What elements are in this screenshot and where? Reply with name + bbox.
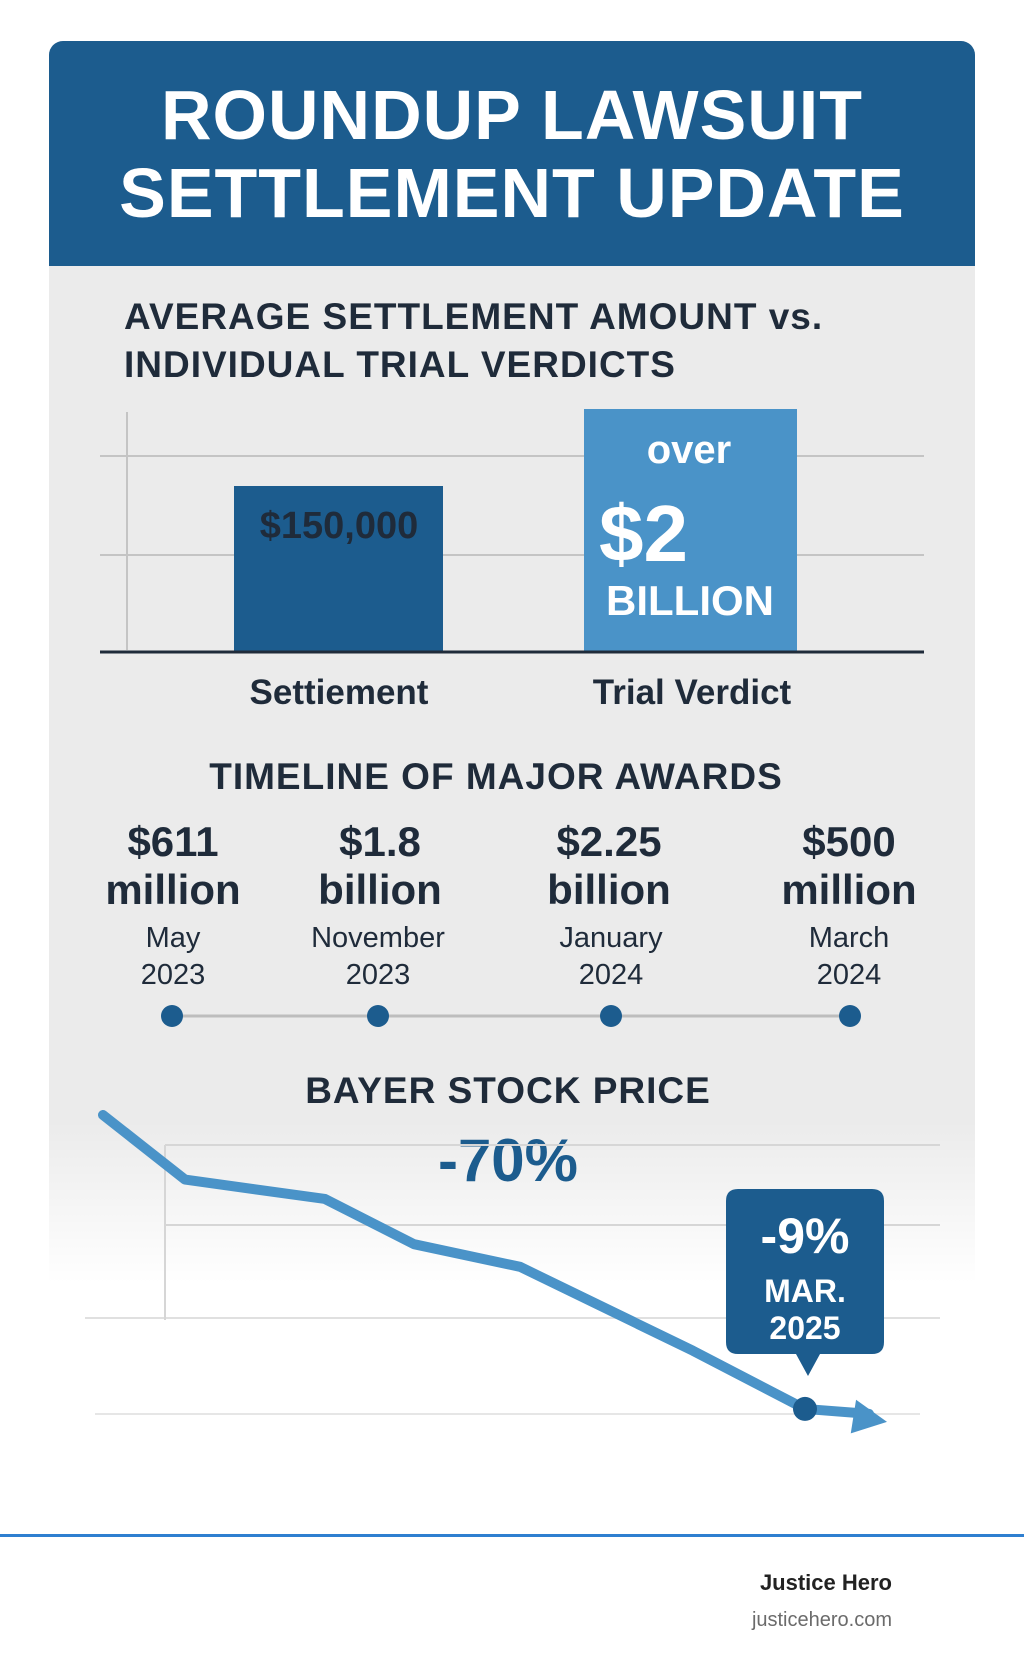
award-amount-line-2: million	[781, 866, 917, 913]
award-date-line-2: 2024	[816, 959, 882, 991]
stock-title: BAYER STOCK PRICE	[305, 1070, 711, 1111]
award-amount-line-1: $611	[127, 818, 219, 865]
award-amount-line-1: $500	[802, 818, 896, 865]
timeline-dot	[367, 1005, 389, 1027]
award-amount-line-2: billion	[547, 866, 671, 913]
award-date-line-1: May	[145, 922, 201, 954]
comparison-title-line-2: INDIVIDUAL TRIAL VERDICTS	[124, 344, 676, 385]
bar-trial-verdict	[584, 409, 797, 652]
callout-box	[726, 1189, 884, 1376]
verdict-label-billion: BILLION	[606, 577, 774, 624]
timeline-dot	[161, 1005, 183, 1027]
callout-change: -9%	[760, 1208, 850, 1264]
trend-arrow-icon	[850, 1399, 887, 1434]
award-amount-line-2: billion	[318, 866, 442, 913]
award-amount-line-1: $2.25	[556, 818, 662, 865]
award-date-line-1: November	[311, 922, 445, 954]
award-date-line-2: 2023	[345, 959, 411, 991]
stock-price-line	[98, 1110, 874, 1419]
footer-site[interactable]: justicehero.com	[751, 1609, 892, 1631]
timeline-dot	[839, 1005, 861, 1027]
stock-change-label: -70%	[437, 1127, 579, 1194]
award-date-line-2: 2023	[140, 959, 206, 991]
award-date-line-2: 2024	[578, 959, 644, 991]
verdict-label-amount: $2	[599, 489, 688, 578]
award-amount-line-1: $1.8	[339, 818, 421, 865]
title-line-1: ROUNDUP LAWSUIT	[160, 75, 864, 154]
category-label-trial-verdict: Trial Verdict	[592, 673, 792, 712]
category-label-settlement: Settiement	[249, 673, 429, 712]
bar-settlement	[234, 486, 443, 652]
callout-date-line-2: 2025	[769, 1310, 841, 1346]
footer-rule	[0, 1534, 1024, 1537]
title-line-2: SETTLEMENT UPDATE	[119, 153, 905, 232]
footer-brand: Justice Hero	[759, 1570, 892, 1595]
verdict-label-over: over	[646, 428, 732, 472]
highlight-point	[793, 1396, 817, 1421]
callout-date-line-1: MAR.	[764, 1273, 846, 1309]
award-date-line-1: January	[559, 922, 663, 954]
header-banner: ROUNDUP LAWSUIT SETTLEMENT UPDATE	[49, 41, 975, 266]
comparison-title-line-1: AVERAGE SETTLEMENT AMOUNT vs.	[124, 296, 824, 337]
settlement-value-label: $150,000	[259, 505, 419, 547]
award-amount-line-2: million	[105, 866, 241, 913]
timeline-title: TIMELINE OF MAJOR AWARDS	[209, 756, 783, 797]
award-date-line-1: March	[808, 922, 890, 954]
timeline-dot	[600, 1005, 622, 1027]
